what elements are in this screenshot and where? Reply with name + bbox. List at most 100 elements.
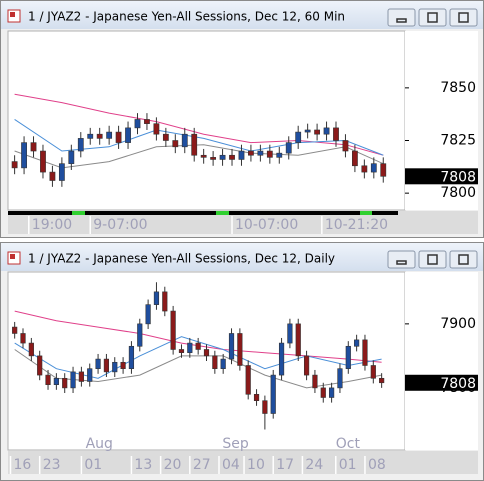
restore-button[interactable] (418, 8, 447, 27)
x-tick-label: 17 (276, 457, 294, 473)
candle-body (228, 333, 235, 360)
moving-average (14, 310, 382, 363)
session-marker (360, 211, 372, 215)
candle-body (120, 361, 126, 369)
candle-body (103, 358, 110, 373)
candle-body (178, 349, 185, 353)
candle-body (134, 119, 141, 129)
candle-body (361, 165, 368, 173)
candle-body (266, 150, 273, 158)
candle-body (295, 131, 302, 143)
candle-body (329, 387, 335, 398)
candle-body (312, 374, 318, 389)
candle-body (162, 291, 168, 312)
candle-body (11, 161, 18, 169)
session-marker (72, 211, 85, 215)
minimize-button[interactable] (387, 8, 416, 27)
candle-body (379, 377, 385, 384)
candle-body (170, 310, 176, 350)
moving-average (14, 336, 382, 379)
candle-body (278, 342, 285, 376)
candle-body (370, 163, 377, 173)
candle-body (70, 371, 76, 389)
candle-body (137, 323, 143, 347)
candle-body (229, 154, 235, 160)
x-tick-label: 24 (305, 457, 323, 473)
candle-body (354, 339, 360, 347)
candle-body (320, 387, 326, 398)
plot-area (7, 30, 406, 211)
moving-average (14, 118, 384, 156)
x-tick-label: 27 (193, 457, 211, 473)
button-glyph (427, 254, 438, 265)
candle-body (162, 133, 169, 141)
close-button[interactable] (449, 8, 478, 27)
x-tick-label: 19:00 (32, 217, 72, 233)
x-tick-label: 13 (134, 457, 152, 473)
candle-body (77, 138, 84, 152)
month-label: Sep (222, 436, 249, 452)
moving-average (14, 349, 382, 389)
candle-body (21, 142, 27, 169)
candle-body (212, 355, 218, 369)
candle-body (203, 349, 210, 357)
candle-body (144, 119, 150, 124)
candle-body (253, 393, 260, 401)
candle-body (106, 131, 113, 139)
candle-body (219, 154, 226, 160)
candle-body (195, 342, 201, 350)
candle-body (262, 400, 268, 414)
candle-body (20, 333, 26, 344)
x-tick-label: 10-07:00 (235, 217, 298, 233)
candle-body (200, 154, 207, 158)
candle-body (58, 163, 65, 181)
y-tick-label: 7900 (440, 316, 476, 332)
candle-body (323, 127, 330, 135)
last-price-label: 7808 (440, 376, 476, 392)
candle-body (237, 333, 243, 366)
candle-body (172, 140, 179, 148)
minimize-button[interactable] (387, 250, 416, 269)
candle-body (30, 142, 37, 152)
close-button[interactable] (449, 250, 478, 269)
candle-body (145, 304, 151, 325)
session-marker (216, 211, 229, 215)
candle-body (304, 129, 311, 133)
restore-button[interactable] (418, 250, 447, 269)
candle-body (53, 377, 59, 385)
moving-average (14, 144, 384, 169)
candle-body (45, 374, 51, 385)
time-axis (8, 451, 478, 474)
button-glyph (458, 254, 469, 265)
candle-body (303, 355, 310, 376)
candle-body (153, 291, 160, 305)
x-tick-label: 20 (164, 457, 182, 473)
candle-body (12, 326, 18, 334)
window-icon-mark (10, 254, 15, 259)
button-glyph (396, 260, 407, 265)
button-glyph (396, 18, 407, 23)
x-tick-label: 01 (339, 457, 357, 473)
candle-body (238, 150, 245, 160)
x-tick-label: 23 (43, 457, 61, 473)
candle-body (191, 133, 198, 156)
y-tick-label: 7800 (440, 185, 476, 201)
candle-body (276, 152, 283, 158)
x-tick-label: 9-07:00 (93, 217, 147, 233)
candle-body (314, 129, 320, 135)
window-title: 1 / JYAZ2 - Japanese Yen-All Sessions, D… (28, 10, 345, 24)
candle-body (40, 150, 46, 173)
candle-body (333, 127, 339, 141)
candle-body (95, 358, 101, 369)
candle-body (187, 342, 193, 353)
month-label: Aug (86, 436, 113, 452)
candle-body (28, 342, 34, 357)
last-price-box (405, 168, 478, 185)
x-tick-label: 04 (222, 457, 240, 473)
candle-body (62, 377, 68, 389)
candle-body (87, 368, 93, 382)
y-tick-label: 7825 (440, 133, 476, 149)
candle-body (287, 323, 293, 344)
candle-body (257, 150, 264, 156)
